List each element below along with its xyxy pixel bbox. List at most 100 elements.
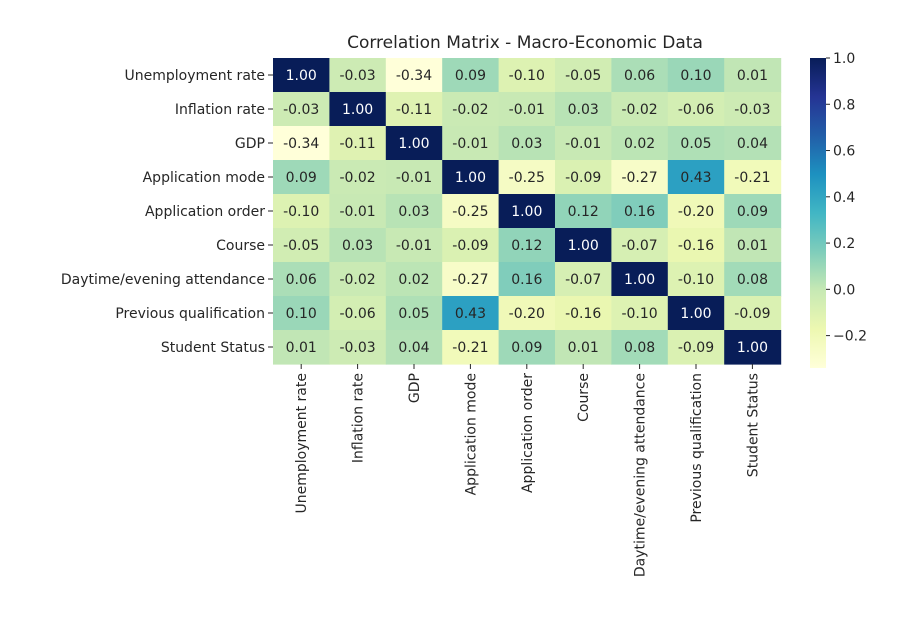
- row-label: Previous qualification: [115, 306, 265, 322]
- cell-value-label: -0.07: [621, 238, 657, 254]
- cell-value-label: -0.16: [678, 238, 714, 254]
- heatmap-cell: [442, 194, 500, 229]
- heatmap-cell: [273, 160, 330, 195]
- chart-title: Correlation Matrix - Macro-Economic Data: [347, 33, 703, 53]
- row-label: Application order: [145, 204, 265, 220]
- heatmap-cell: [442, 228, 500, 263]
- cell-value-label: -0.01: [339, 204, 375, 220]
- cell-value-label: -0.01: [509, 102, 545, 118]
- column-label: Unemployment rate: [294, 373, 310, 514]
- cell-value-label: 0.02: [624, 136, 655, 152]
- column-label: Application order: [520, 373, 536, 493]
- cell-value-label: -0.03: [283, 102, 319, 118]
- cell-value-label: 1.00: [286, 68, 317, 84]
- cell-value-label: 0.10: [286, 306, 317, 322]
- column-label: GDP: [407, 373, 423, 403]
- heatmap-cell: [724, 58, 782, 93]
- cell-value-label: -0.03: [339, 340, 375, 356]
- heatmap-cell: [273, 126, 330, 161]
- cell-value-label: 0.01: [737, 68, 768, 84]
- heatmap-cell: [555, 330, 612, 365]
- heatmap-cell: [385, 330, 443, 365]
- cell-value-label: -0.16: [565, 306, 601, 322]
- heatmap-cell: [667, 194, 725, 229]
- heatmap-cell: [273, 262, 330, 297]
- cell-value-label: 1.00: [568, 238, 599, 254]
- row-label: Unemployment rate: [125, 68, 266, 84]
- heatmap-cell: [329, 330, 387, 365]
- cell-value-label: -0.05: [565, 68, 601, 84]
- heatmap-cell: [724, 228, 782, 263]
- heatmap-cell: [498, 92, 556, 127]
- heatmap-cell: [329, 160, 387, 195]
- cell-value-label: 1.00: [342, 102, 373, 118]
- heatmap-cell: [724, 330, 782, 365]
- cell-value-label: -0.27: [621, 170, 657, 186]
- heatmap-cell: [498, 228, 556, 263]
- cell-value-label: 0.10: [680, 68, 711, 84]
- cell-value-label: 0.08: [624, 340, 655, 356]
- heatmap-cell: [385, 160, 443, 195]
- cell-value-label: -0.20: [678, 204, 714, 220]
- heatmap-cell: [385, 58, 443, 93]
- cell-value-label: 0.03: [511, 136, 542, 152]
- column-label: Student Status: [745, 373, 761, 477]
- heatmap-cell: [498, 296, 556, 331]
- cell-value-label: 1.00: [680, 306, 711, 322]
- cell-value-label: -0.34: [283, 136, 319, 152]
- heatmap-cell: [724, 194, 782, 229]
- cell-value-label: 0.43: [680, 170, 711, 186]
- column-labels: Unemployment rate Inflation rate GDP Applic…: [294, 364, 761, 577]
- cell-value-label: -0.05: [283, 238, 319, 254]
- heatmap-cell: [498, 262, 556, 297]
- heatmap-cell: [611, 262, 669, 297]
- column-label: Course: [576, 373, 592, 422]
- cell-value-label: 0.16: [624, 204, 655, 220]
- heatmap-cell: [442, 262, 500, 297]
- colorbar-gradient: [810, 58, 826, 368]
- heatmap-cell: [329, 262, 387, 297]
- heatmap-cell: [667, 126, 725, 161]
- heatmap-cell: [611, 160, 669, 195]
- column-label: Previous qualification: [689, 373, 705, 523]
- heatmap-cell: [273, 296, 330, 331]
- heatmap-cell: [385, 228, 443, 263]
- colorbar-tick-label: −0.2: [833, 329, 867, 345]
- heatmap-cell: [442, 92, 500, 127]
- cell-value-label: 0.01: [568, 340, 599, 356]
- heatmap-cell: [385, 126, 443, 161]
- heatmap-cell: [724, 126, 782, 161]
- cell-value-label: -0.01: [452, 136, 488, 152]
- heatmap-cell: [555, 296, 612, 331]
- cell-value-label: -0.34: [396, 68, 432, 84]
- row-label: GDP: [235, 136, 265, 152]
- colorbar-tick-label: 0.2: [833, 236, 855, 252]
- heatmap-cell: [273, 228, 330, 263]
- heatmap-cell: [724, 296, 782, 331]
- cell-value-label: 0.12: [568, 204, 599, 220]
- cell-value-label: 0.04: [398, 340, 429, 356]
- colorbar-tick-label: 0.4: [833, 190, 855, 206]
- cell-value-label: -0.01: [565, 136, 601, 152]
- heatmap-cell: [555, 228, 612, 263]
- heatmap-cell: [667, 296, 725, 331]
- heatmap-cell: [611, 58, 669, 93]
- heatmap-cell: [273, 194, 330, 229]
- cell-value-label: 0.06: [624, 68, 655, 84]
- cell-value-label: 0.03: [568, 102, 599, 118]
- cell-value-label: -0.10: [509, 68, 545, 84]
- cell-value-label: 1.00: [737, 340, 768, 356]
- heatmap-cell: [611, 194, 669, 229]
- cell-value-label: -0.09: [678, 340, 714, 356]
- column-label: Application mode: [463, 373, 479, 495]
- cell-value-label: -0.21: [452, 340, 488, 356]
- cell-value-label: -0.09: [452, 238, 488, 254]
- cell-value-label: -0.25: [452, 204, 488, 220]
- heatmap-cell: [667, 58, 725, 93]
- cell-value-label: -0.06: [678, 102, 714, 118]
- cell-value-label: 1.00: [624, 272, 655, 288]
- cell-value-label: 0.09: [286, 170, 317, 186]
- row-label: Course: [216, 238, 265, 254]
- cell-value-label: 0.09: [737, 204, 768, 220]
